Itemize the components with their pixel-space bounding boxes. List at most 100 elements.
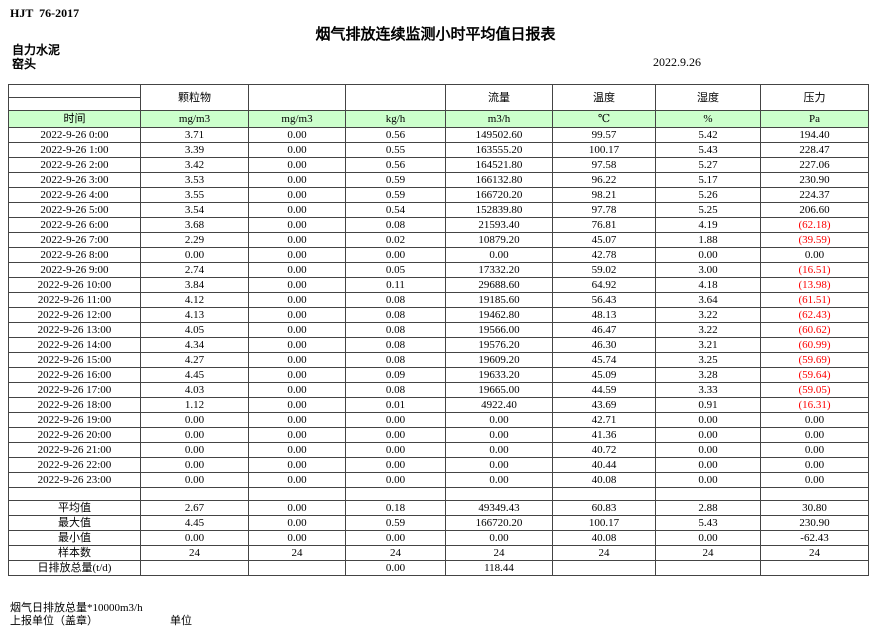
time-cell: 2022-9-26 22:00	[8, 457, 141, 473]
footer-line: 上报单位（盖章） 单位	[10, 612, 192, 628]
table-row: 2022-9-26 15:00 4.27 0.00 0.08 19609.20 45.74…	[8, 352, 869, 368]
value-cell: 3.22	[655, 307, 761, 323]
value-cell: 4.18	[655, 277, 761, 293]
time-cell: 2022-9-26 4:00	[8, 187, 141, 203]
value-cell: 24	[552, 545, 656, 561]
value-cell: 0.56	[345, 127, 446, 143]
value-cell	[552, 487, 656, 501]
value-cell: 3.42	[140, 157, 249, 173]
summary-row: 样本数 24 24 24 24 24 24 24	[8, 545, 869, 561]
value-cell: 0.08	[345, 322, 446, 338]
table-row: 2022-9-26 2:00 3.42 0.00 0.56 164521.80 97.58…	[8, 157, 869, 173]
value-cell: 0.11	[345, 277, 446, 293]
time-cell: 2022-9-26 17:00	[8, 382, 141, 398]
header-empty-cell	[345, 84, 446, 111]
value-cell: 0.08	[345, 337, 446, 353]
value-cell: 24	[248, 545, 346, 561]
value-cell: 45.09	[552, 367, 656, 383]
value-cell: 0.00	[248, 172, 346, 188]
value-cell: 166720.20	[445, 515, 553, 531]
table-row: 2022-9-26 5:00 3.54 0.00 0.54 152839.80 97.78…	[8, 202, 869, 218]
value-cell: 194.40	[760, 127, 869, 143]
value-cell: 4.34	[140, 337, 249, 353]
time-cell: 2022-9-26 0:00	[8, 127, 141, 143]
row-label-cell: 最小值	[8, 530, 141, 546]
value-cell: 19609.20	[445, 352, 553, 368]
value-cell: 166132.80	[445, 172, 553, 188]
time-cell: 2022-9-26 2:00	[8, 157, 141, 173]
value-cell: 4.05	[140, 322, 249, 338]
report-date: 2022.9.26	[653, 55, 701, 69]
value-cell: 24	[140, 545, 249, 561]
value-cell: 0.00	[760, 472, 869, 488]
value-cell: 0.91	[655, 397, 761, 413]
value-cell	[248, 487, 346, 501]
value-cell: 0.00	[248, 277, 346, 293]
company-name: 自力水泥	[12, 43, 61, 57]
value-cell	[655, 487, 761, 501]
value-cell: 0.00	[445, 427, 553, 443]
value-cell: 0.00	[445, 457, 553, 473]
group-header-row: 颗粒物 流量 温度 湿度 压力	[8, 84, 869, 111]
value-cell: 0.54	[345, 202, 446, 218]
value-cell: 99.57	[552, 127, 656, 143]
time-cell: 2022-9-26 10:00	[8, 277, 141, 293]
time-header-cell: 时间	[8, 110, 141, 128]
value-cell	[345, 487, 446, 501]
value-cell: 3.33	[655, 382, 761, 398]
value-cell: (62.18)	[760, 217, 869, 233]
value-cell: 0.00	[655, 472, 761, 488]
value-cell: 1.88	[655, 232, 761, 248]
value-cell: 19185.60	[445, 292, 553, 308]
value-cell: 0.08	[345, 352, 446, 368]
value-cell: 24	[655, 545, 761, 561]
value-cell: 0.00	[760, 427, 869, 443]
value-cell: 0.00	[248, 217, 346, 233]
row-label-cell: 日排放总量(t/d)	[8, 560, 141, 576]
spacer-row	[8, 487, 869, 501]
table-row: 2022-9-26 0:00 3.71 0.00 0.56 149502.60 99.57…	[8, 127, 869, 143]
table-row: 2022-9-26 18:00 1.12 0.00 0.01 4922.40 43.69 0…	[8, 397, 869, 413]
value-cell: 0.00	[248, 412, 346, 428]
value-cell: 0.00	[760, 457, 869, 473]
value-cell: 3.55	[140, 187, 249, 203]
time-cell: 2022-9-26 12:00	[8, 307, 141, 323]
header-temperature-cell: 温度	[552, 84, 656, 111]
value-cell	[140, 560, 249, 576]
unit-cell: m3/h	[445, 110, 553, 128]
value-cell: 0.59	[345, 172, 446, 188]
value-cell: 0.00	[655, 442, 761, 458]
value-cell: 60.83	[552, 500, 656, 516]
value-cell: (16.51)	[760, 262, 869, 278]
value-cell	[140, 487, 249, 501]
value-cell	[445, 487, 553, 501]
value-cell: 0.00	[760, 412, 869, 428]
unit-cell: %	[655, 110, 761, 128]
table-row: 2022-9-26 7:00 2.29 0.00 0.02 10879.20 45.07 1…	[8, 232, 869, 248]
value-cell: (59.05)	[760, 382, 869, 398]
value-cell: 0.00	[248, 382, 346, 398]
value-cell: 3.39	[140, 142, 249, 158]
value-cell: 227.06	[760, 157, 869, 173]
time-cell: 2022-9-26 3:00	[8, 172, 141, 188]
value-cell: 2.29	[140, 232, 249, 248]
value-cell: 0.08	[345, 217, 446, 233]
value-cell: 46.30	[552, 337, 656, 353]
value-cell: 0.00	[140, 472, 249, 488]
value-cell: 5.27	[655, 157, 761, 173]
standard-code: HJT 76-2017	[10, 6, 80, 20]
time-cell: 2022-9-26 9:00	[8, 262, 141, 278]
unit-cell: kg/h	[345, 110, 446, 128]
value-cell: 0.00	[345, 457, 446, 473]
time-cell: 2022-9-26 1:00	[8, 142, 141, 158]
value-cell: 0.08	[345, 292, 446, 308]
value-cell: 4.12	[140, 292, 249, 308]
value-cell: 4.45	[140, 367, 249, 383]
value-cell: 0.18	[345, 500, 446, 516]
value-cell: 0.00	[445, 472, 553, 488]
unit-cell: mg/m3	[140, 110, 249, 128]
value-cell: 19462.80	[445, 307, 553, 323]
value-cell: 3.54	[140, 202, 249, 218]
value-cell: 4922.40	[445, 397, 553, 413]
